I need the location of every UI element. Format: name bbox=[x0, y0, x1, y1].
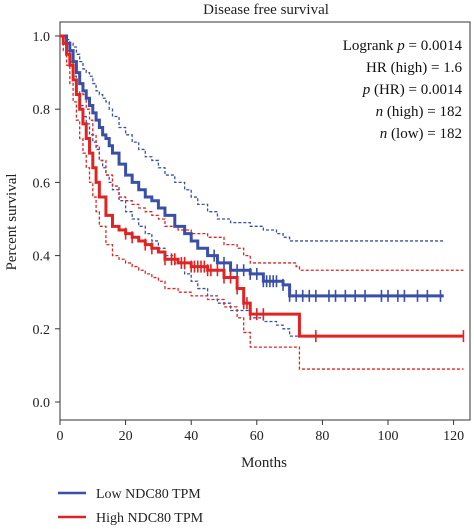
ci-lower-low bbox=[60, 35, 444, 337]
stat-line: HR (high) = 1.6 bbox=[366, 60, 462, 76]
y-tick-label: 0.0 bbox=[33, 396, 51, 411]
x-tick-label: 80 bbox=[315, 429, 329, 444]
chart-title: Disease free survival bbox=[203, 2, 329, 18]
stat-line: p (HR) = 0.0014 bbox=[362, 82, 463, 98]
stat-line: Logrank p = 0.0014 bbox=[343, 38, 463, 54]
y-tick-label: 0.8 bbox=[33, 103, 51, 118]
plot-frame bbox=[59, 21, 471, 421]
x-tick-label: 60 bbox=[250, 429, 264, 444]
ci-lower-high bbox=[60, 35, 464, 370]
ci-upper-low bbox=[60, 35, 444, 242]
stats-annotation: Logrank p = 0.0014 HR (high) = 1.6 p (HR) … bbox=[343, 38, 463, 142]
legend-label: Low NDC80 TPM bbox=[96, 487, 201, 502]
x-tick-label: 120 bbox=[443, 429, 464, 444]
y-tick-label: 0.4 bbox=[33, 250, 51, 265]
censor-marks bbox=[124, 227, 465, 343]
y-axis: 0.0 0.2 0.4 0.6 0.8 1.0 bbox=[33, 30, 60, 411]
x-tick-label: 100 bbox=[378, 429, 399, 444]
x-tick-label: 20 bbox=[119, 429, 133, 444]
x-axis-title: Months bbox=[241, 455, 287, 471]
legend: Low NDC80 TPM High NDC80 TPM bbox=[58, 487, 204, 526]
stat-line: n (low) = 182 bbox=[380, 126, 462, 142]
plot-area bbox=[59, 21, 471, 421]
x-tick-label: 40 bbox=[184, 429, 198, 444]
legend-label: High NDC80 TPM bbox=[96, 511, 204, 526]
stat-line: n (high) = 182 bbox=[376, 104, 462, 120]
y-axis-title: Percent survival bbox=[4, 173, 20, 270]
y-tick-label: 0.6 bbox=[33, 176, 51, 191]
y-tick-label: 0.2 bbox=[33, 323, 51, 338]
x-axis: 0 20 40 60 80 100 120 bbox=[57, 420, 464, 444]
y-tick-label: 1.0 bbox=[33, 30, 51, 45]
x-tick-label: 0 bbox=[57, 429, 64, 444]
